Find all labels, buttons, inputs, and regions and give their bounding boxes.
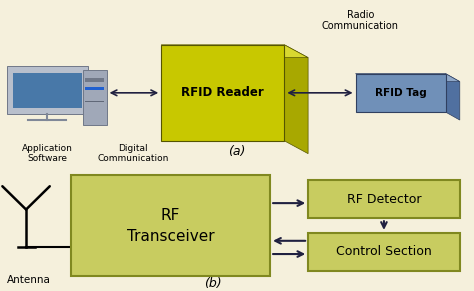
Bar [161,45,284,141]
Text: Digital
Communication: Digital Communication [97,144,168,164]
Polygon shape [356,74,460,81]
Text: Control Section: Control Section [336,245,432,258]
Bar [7,66,88,113]
Bar [85,78,104,81]
Text: (b): (b) [204,276,222,290]
Bar [85,100,104,102]
Text: Application
Software: Application Software [22,144,73,164]
Text: (a): (a) [228,146,246,158]
Text: RFID Tag: RFID Tag [374,88,427,98]
Bar [308,180,460,218]
Polygon shape [161,45,308,58]
Bar [85,87,104,90]
Bar [308,233,460,271]
Text: Radio
Communication: Radio Communication [322,10,399,31]
Bar [356,74,446,112]
Polygon shape [446,74,460,120]
Text: RF Detector: RF Detector [346,193,421,206]
Polygon shape [284,45,308,154]
Bar [71,175,270,276]
Text: Antenna: Antenna [7,275,50,285]
Bar [83,70,107,125]
Text: RFID Reader: RFID Reader [182,86,264,99]
Text: RF
Transceiver: RF Transceiver [127,207,214,244]
Bar [13,73,82,108]
